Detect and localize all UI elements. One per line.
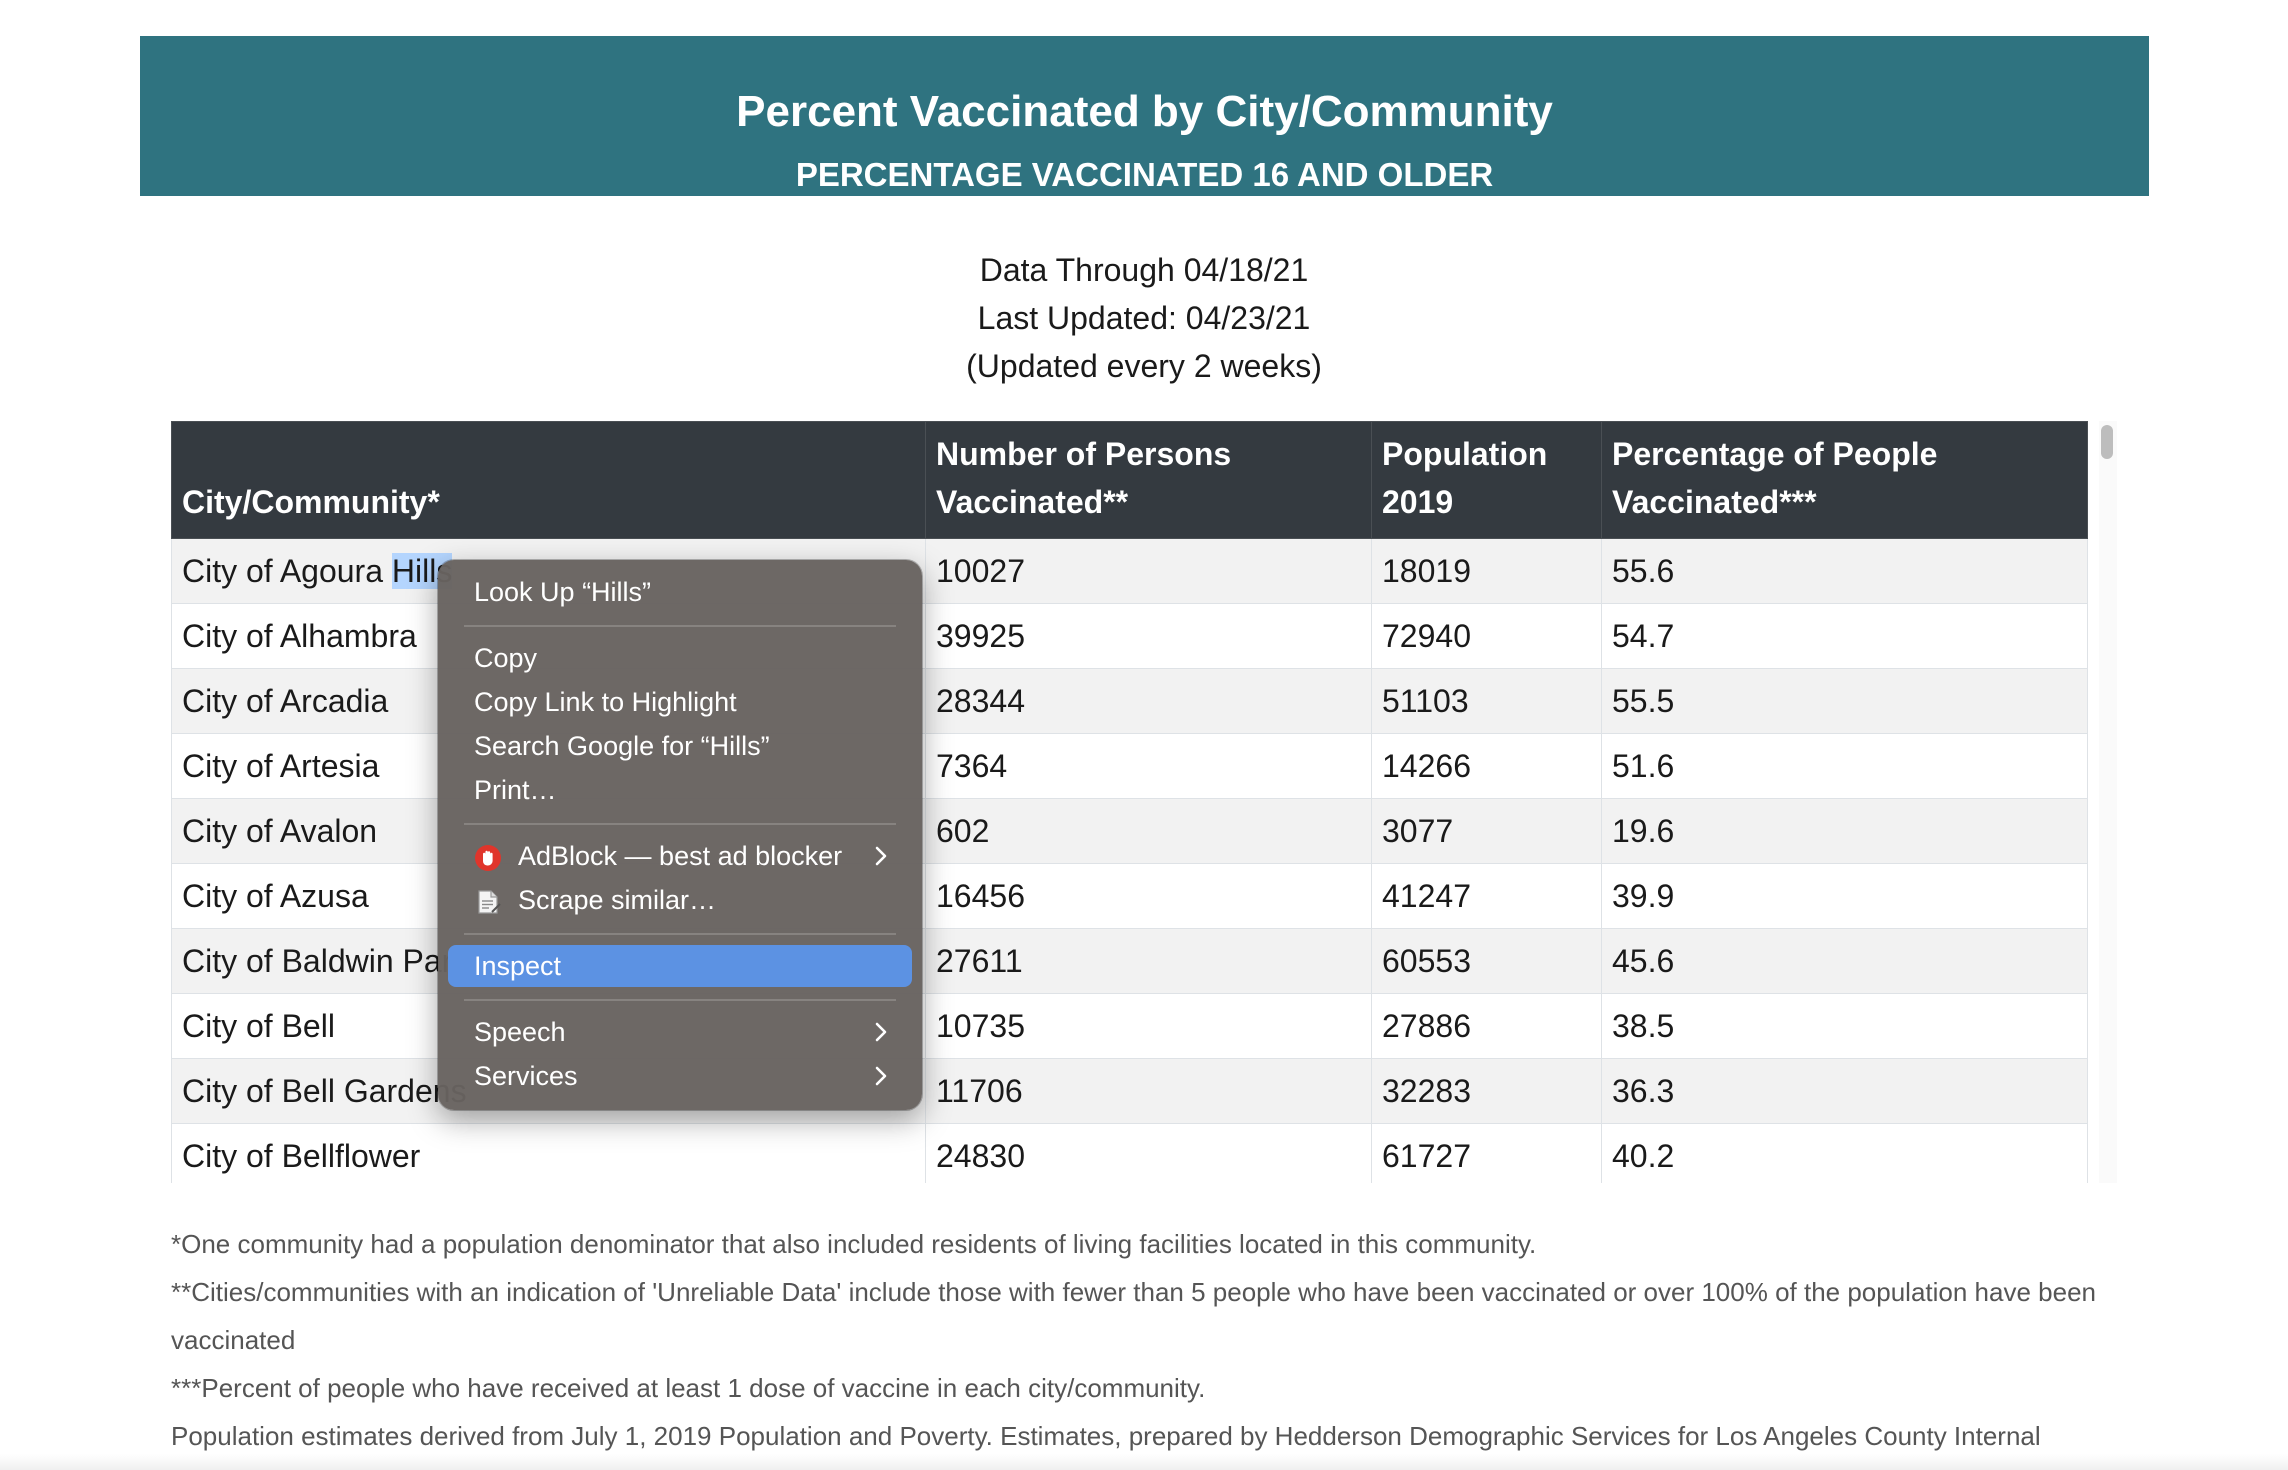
cell-population: 51103 xyxy=(1371,668,1602,734)
cell-percentage: 55.6 xyxy=(1601,538,2088,604)
column-header-city[interactable]: City/Community* xyxy=(171,421,926,539)
menu-item-copy[interactable]: Copy xyxy=(448,637,912,679)
menu-item-label: Scrape similar… xyxy=(518,885,717,915)
cell-population: 32283 xyxy=(1371,1058,1602,1124)
menu-item-label: Print… xyxy=(474,775,557,805)
cell-city-text: City of Agoura xyxy=(182,553,392,589)
data-through-text: Data Through 04/18/21 xyxy=(979,252,1309,288)
menu-item-label: Services xyxy=(474,1061,578,1091)
cell-population: 14266 xyxy=(1371,733,1602,799)
cell-population: 3077 xyxy=(1371,798,1602,864)
menu-separator xyxy=(464,933,896,935)
table-scrollbar-thumb[interactable] xyxy=(2101,425,2113,459)
bottom-edge xyxy=(0,1454,2288,1470)
menu-item-scrape-similar[interactable]: Scrape similar… xyxy=(448,879,912,921)
menu-item-look-up[interactable]: Look Up “Hills” xyxy=(448,571,912,613)
scrape-document-icon xyxy=(474,886,502,914)
footnotes: *One community had a population denomina… xyxy=(171,1220,2121,1460)
menu-separator xyxy=(464,625,896,627)
cell-percentage: 38.5 xyxy=(1601,993,2088,1059)
cell-percentage: 55.5 xyxy=(1601,668,2088,734)
menu-separator xyxy=(464,999,896,1001)
cell-vaccinated: 28344 xyxy=(925,668,1372,734)
chevron-right-icon xyxy=(874,1055,894,1097)
cell-vaccinated: 24830 xyxy=(925,1123,1372,1183)
cell-vaccinated: 16456 xyxy=(925,863,1372,929)
page-banner: Percent Vaccinated by City/Community PER… xyxy=(140,36,2149,196)
menu-item-label: Copy Link to Highlight xyxy=(474,687,737,717)
menu-item-services[interactable]: Services xyxy=(448,1055,912,1097)
cell-vaccinated: 602 xyxy=(925,798,1372,864)
adblock-hand-icon xyxy=(474,842,502,871)
chevron-right-icon xyxy=(874,1011,894,1053)
cell-population: 61727 xyxy=(1371,1123,1602,1183)
menu-item-search-google[interactable]: Search Google for “Hills” xyxy=(448,725,912,767)
cell-population: 72940 xyxy=(1371,603,1602,669)
cell-percentage: 40.2 xyxy=(1601,1123,2088,1183)
chevron-right-icon xyxy=(874,835,894,877)
cell-population: 27886 xyxy=(1371,993,1602,1059)
menu-item-print[interactable]: Print… xyxy=(448,769,912,811)
column-header-population[interactable]: Population 2019 xyxy=(1371,421,1602,539)
menu-item-label: Search Google for “Hills” xyxy=(474,731,770,761)
cell-vaccinated: 11706 xyxy=(925,1058,1372,1124)
cell-vaccinated: 10735 xyxy=(925,993,1372,1059)
cell-vaccinated: 39925 xyxy=(925,603,1372,669)
menu-item-label: Inspect xyxy=(474,951,562,981)
footnote-3: ***Percent of people who have received a… xyxy=(171,1373,1206,1403)
footnote-4: Population estimates derived from July 1… xyxy=(171,1421,2041,1451)
menu-item-speech[interactable]: Speech xyxy=(448,1011,912,1053)
page-title: Percent Vaccinated by City/Community xyxy=(736,87,1553,136)
cell-population: 41247 xyxy=(1371,863,1602,929)
cell-population: 18019 xyxy=(1371,538,1602,604)
cell-percentage: 54.7 xyxy=(1601,603,2088,669)
cell-city: City of Bellflower xyxy=(171,1123,926,1183)
cell-vaccinated: 10027 xyxy=(925,538,1372,604)
cell-population: 60553 xyxy=(1371,928,1602,994)
menu-item-label: Speech xyxy=(474,1017,566,1047)
table-header-row: City/Community* Number of Persons Vaccin… xyxy=(171,421,2088,539)
cell-percentage: 45.6 xyxy=(1601,928,2088,994)
cell-percentage: 19.6 xyxy=(1601,798,2088,864)
menu-item-label: Copy xyxy=(474,643,538,673)
table-row: City of Bell Gardens 11706 32283 36.3 xyxy=(171,1058,2088,1124)
menu-item-inspect[interactable]: Inspect xyxy=(448,945,912,987)
footnote-2: **Cities/communities with an indication … xyxy=(171,1277,2097,1355)
menu-item-label: AdBlock — best ad blocker xyxy=(518,841,843,871)
table-scrollbar[interactable] xyxy=(2099,421,2117,1183)
table-row: City of Bellflower 24830 61727 40.2 xyxy=(171,1123,2088,1183)
cell-percentage: 39.9 xyxy=(1601,863,2088,929)
context-menu: Look Up “Hills” Copy Copy Link to Highli… xyxy=(438,560,922,1110)
menu-item-copy-link[interactable]: Copy Link to Highlight xyxy=(448,681,912,723)
menu-separator xyxy=(464,823,896,825)
page-subtitle: PERCENTAGE VACCINATED 16 AND OLDER xyxy=(795,156,1494,193)
menu-item-label: Look Up “Hills” xyxy=(474,577,652,607)
cell-percentage: 51.6 xyxy=(1601,733,2088,799)
cell-vaccinated: 7364 xyxy=(925,733,1372,799)
cell-percentage: 36.3 xyxy=(1601,1058,2088,1124)
last-updated-text: Last Updated: 04/23/21 xyxy=(977,300,1311,336)
column-header-percentage[interactable]: Percentage of People Vaccinated*** xyxy=(1601,421,2088,539)
update-frequency-text: (Updated every 2 weeks) xyxy=(966,348,1322,384)
column-header-vaccinated[interactable]: Number of Persons Vaccinated** xyxy=(925,421,1372,539)
cell-vaccinated: 27611 xyxy=(925,928,1372,994)
menu-item-adblock[interactable]: AdBlock — best ad blocker xyxy=(448,835,912,877)
footnote-1: *One community had a population denomina… xyxy=(171,1229,1537,1259)
